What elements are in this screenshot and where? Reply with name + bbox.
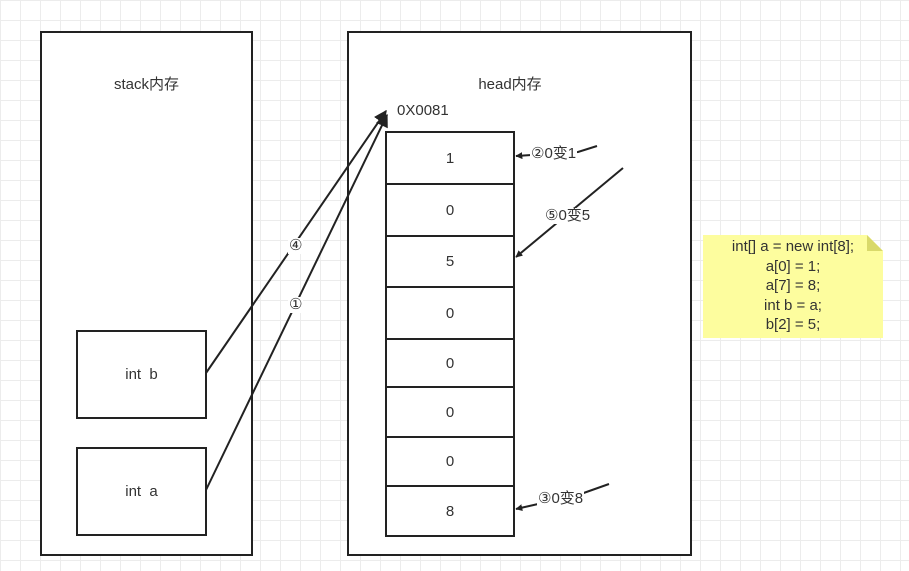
step5-label: ⑤0变5	[544, 207, 592, 224]
stack-memory-title: stack内存	[113, 76, 179, 93]
heap-cell-7[interactable]: 8	[385, 485, 515, 537]
step2-label: ②0变1	[530, 145, 578, 162]
stack-var-b[interactable]: int b	[76, 330, 207, 419]
code-line-5: b[2] = 5;	[765, 316, 821, 333]
step1-label: ①	[288, 296, 304, 313]
step4-label: ④	[288, 237, 304, 254]
code-line-1: int[] a = new int[8];	[731, 238, 855, 255]
code-note: int[] a = new int[8]; a[0] = 1; a[7] = 8…	[703, 235, 883, 338]
code-line-4: int b = a;	[764, 296, 822, 314]
heap-address-label: 0X0081	[397, 102, 449, 119]
stack-var-a[interactable]: int a	[76, 447, 207, 536]
code-line-3: a[7] = 8;	[765, 277, 821, 294]
heap-cell-4[interactable]: 0	[385, 338, 515, 388]
step3-label: ③0变8	[537, 490, 585, 507]
heap-cell-3[interactable]: 0	[385, 286, 515, 340]
code-line-2: a[0] = 1;	[765, 257, 821, 275]
note-fold-corner	[867, 235, 883, 251]
heap-memory-title: head内存	[478, 76, 542, 93]
